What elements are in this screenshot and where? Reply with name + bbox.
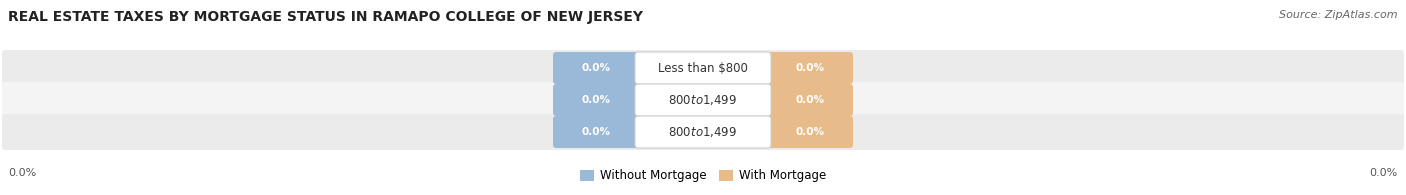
FancyBboxPatch shape — [1, 82, 1405, 118]
Legend: Without Mortgage, With Mortgage: Without Mortgage, With Mortgage — [575, 165, 831, 187]
FancyBboxPatch shape — [636, 52, 770, 84]
FancyBboxPatch shape — [1, 50, 1405, 86]
Text: 0.0%: 0.0% — [8, 168, 37, 178]
FancyBboxPatch shape — [768, 52, 853, 84]
Text: Source: ZipAtlas.com: Source: ZipAtlas.com — [1279, 10, 1398, 20]
Text: Less than $800: Less than $800 — [658, 61, 748, 74]
FancyBboxPatch shape — [1, 114, 1405, 150]
Text: 0.0%: 0.0% — [582, 63, 610, 73]
Text: 0.0%: 0.0% — [1369, 168, 1398, 178]
Text: 0.0%: 0.0% — [582, 127, 610, 137]
FancyBboxPatch shape — [636, 116, 770, 148]
Text: 0.0%: 0.0% — [582, 95, 610, 105]
Text: 0.0%: 0.0% — [796, 127, 824, 137]
FancyBboxPatch shape — [768, 84, 853, 116]
FancyBboxPatch shape — [553, 52, 638, 84]
FancyBboxPatch shape — [553, 116, 638, 148]
Text: 0.0%: 0.0% — [796, 63, 824, 73]
Text: REAL ESTATE TAXES BY MORTGAGE STATUS IN RAMAPO COLLEGE OF NEW JERSEY: REAL ESTATE TAXES BY MORTGAGE STATUS IN … — [8, 10, 643, 24]
FancyBboxPatch shape — [636, 84, 770, 116]
Text: $800 to $1,499: $800 to $1,499 — [668, 125, 738, 139]
Text: 0.0%: 0.0% — [796, 95, 824, 105]
Text: $800 to $1,499: $800 to $1,499 — [668, 93, 738, 107]
FancyBboxPatch shape — [768, 116, 853, 148]
FancyBboxPatch shape — [553, 84, 638, 116]
